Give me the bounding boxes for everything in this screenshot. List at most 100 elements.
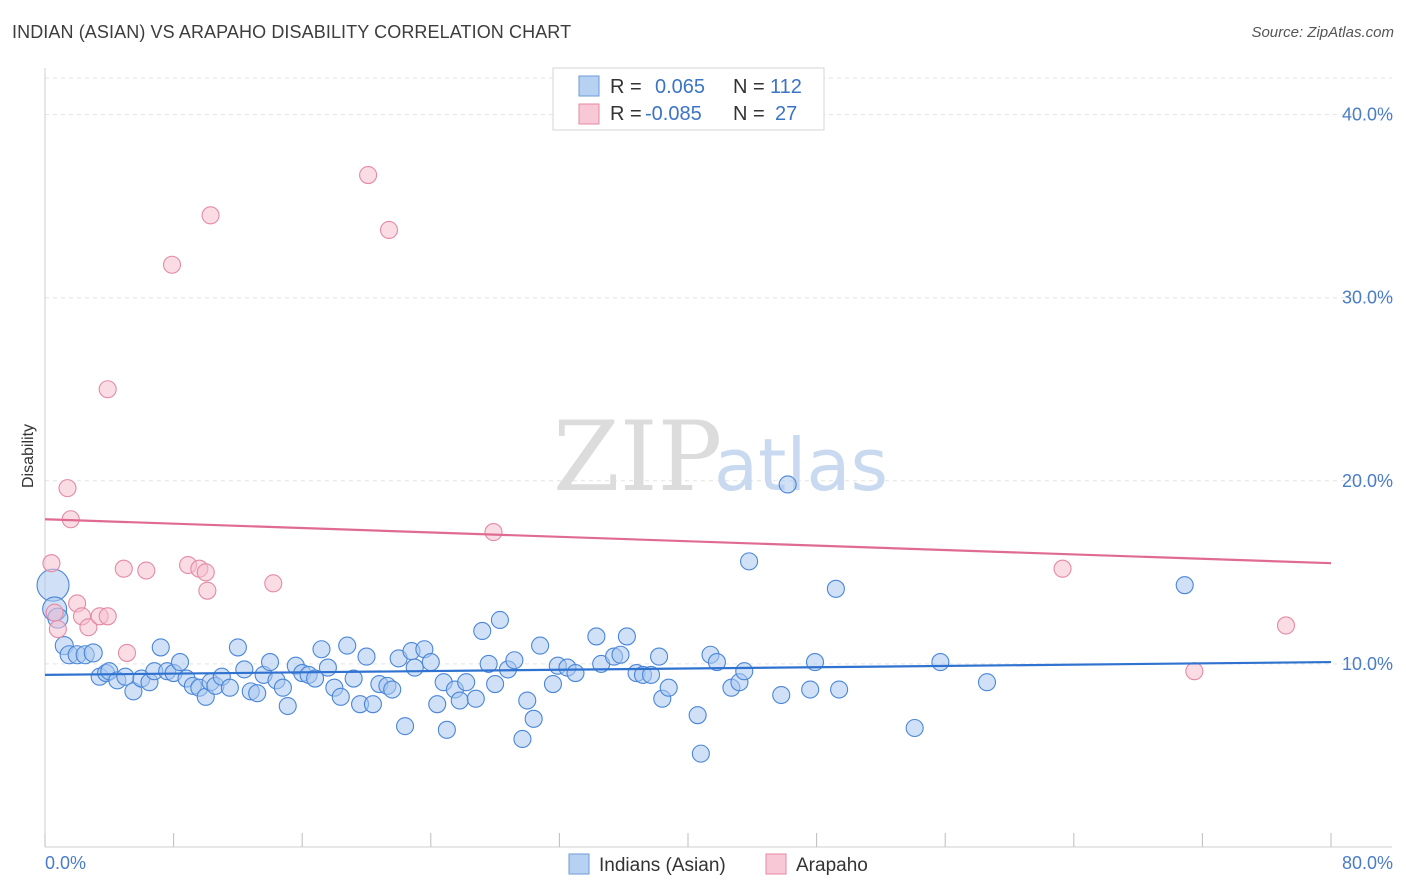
indians-point xyxy=(457,673,476,692)
arapaho-point xyxy=(98,380,117,399)
indians-point xyxy=(691,744,710,763)
indians-point xyxy=(505,651,524,670)
series-arapaho-points xyxy=(42,165,1296,681)
indians-point xyxy=(170,653,190,672)
arapaho-point xyxy=(359,165,378,185)
arapaho-trend-line xyxy=(44,518,1332,565)
legend-r-label-2: R = xyxy=(610,103,642,125)
arapaho-point xyxy=(117,643,137,662)
indians-point xyxy=(688,706,707,725)
indians-point xyxy=(220,678,239,697)
arapaho-point xyxy=(58,479,77,498)
indians-point xyxy=(473,621,492,640)
trend-lines xyxy=(44,518,1332,676)
y-axis-label: Disability xyxy=(20,424,37,488)
indians-point xyxy=(735,662,754,681)
data-points xyxy=(36,165,1296,763)
indians-point xyxy=(772,685,791,705)
indians-point xyxy=(1175,576,1194,595)
series-label-arapaho: Arapaho xyxy=(796,855,868,876)
indians-point xyxy=(524,709,543,728)
arapaho-point xyxy=(1053,559,1072,578)
indians-point xyxy=(396,717,415,736)
indians-point xyxy=(826,579,845,598)
indians-point xyxy=(260,653,280,672)
arapaho-point xyxy=(201,206,220,225)
arapaho-point xyxy=(379,220,399,240)
indians-point xyxy=(405,658,424,677)
indians-point xyxy=(707,653,726,672)
y-tick-label: 30.0% xyxy=(1342,288,1393,308)
indians-point xyxy=(83,643,103,663)
indians-point xyxy=(278,696,297,716)
indians-point xyxy=(235,660,254,679)
source-label: Source: ZipAtlas.com xyxy=(1251,24,1394,41)
indians-point xyxy=(587,627,606,646)
indians-point xyxy=(428,695,447,714)
indians-point xyxy=(659,678,678,697)
indians-point xyxy=(531,636,550,655)
legend-swatch-arapaho xyxy=(578,103,600,125)
indians-trend-line xyxy=(44,660,1332,676)
y-axis-tick-labels: 10.0% 20.0% 30.0% 40.0% xyxy=(1342,105,1393,674)
indians-point xyxy=(830,680,849,699)
arapaho-point xyxy=(45,603,64,622)
series-swatch-indians xyxy=(568,853,590,875)
arapaho-point xyxy=(198,581,217,600)
arapaho-point xyxy=(42,554,61,573)
arapaho-point xyxy=(484,523,503,542)
indians-point xyxy=(566,664,585,683)
indians-point xyxy=(318,658,337,677)
indians-point xyxy=(228,638,247,657)
chart-title: INDIAN (ASIAN) VS ARAPAHO DISABILITY COR… xyxy=(12,22,572,42)
indians-point xyxy=(466,689,485,708)
indians-point xyxy=(977,673,997,692)
watermark: ZIP atlas xyxy=(553,401,888,513)
indians-point xyxy=(490,610,509,630)
arapaho-point xyxy=(196,563,215,582)
indians-point xyxy=(740,552,759,571)
indians-point xyxy=(124,682,143,701)
arapaho-point xyxy=(264,574,283,593)
legend-r-value-1: 0.065 xyxy=(655,76,705,98)
arapaho-point xyxy=(98,607,117,626)
indians-point xyxy=(611,645,630,664)
indians-point xyxy=(344,669,363,688)
indians-point xyxy=(36,568,70,602)
indians-point xyxy=(273,678,292,697)
arapaho-point xyxy=(1276,616,1296,635)
indians-point xyxy=(513,729,532,749)
series-swatch-arapaho xyxy=(765,853,787,875)
y-tick-label: 20.0% xyxy=(1342,471,1393,491)
arapaho-point xyxy=(137,561,156,580)
indians-point xyxy=(641,665,661,684)
x-tick-label-min: 0.0% xyxy=(45,853,86,873)
legend-r-value-2: -0.085 xyxy=(645,103,702,125)
indians-point xyxy=(357,647,376,666)
axes xyxy=(44,68,1392,848)
legend-r-label-1: R = xyxy=(610,76,642,98)
grid-lines xyxy=(45,77,1392,665)
indians-point xyxy=(363,695,382,714)
arapaho-point xyxy=(162,255,182,274)
legend-n-value-1: 112 xyxy=(770,76,802,98)
x-axis-tick-labels: 0.0% 80.0% xyxy=(45,853,1393,873)
indians-point xyxy=(617,627,636,646)
series-indians-points xyxy=(36,475,1194,763)
indians-point xyxy=(801,680,820,699)
indians-point xyxy=(151,638,170,657)
series-legend: Indians (Asian) Arapaho xyxy=(568,853,868,876)
indians-point xyxy=(331,687,350,706)
watermark-atlas: atlas xyxy=(714,423,888,507)
indians-point xyxy=(306,669,325,688)
indians-point xyxy=(312,640,331,659)
legend-n-label-1: N = xyxy=(733,76,765,98)
indians-point xyxy=(383,680,402,699)
indians-point xyxy=(450,691,469,710)
indians-point xyxy=(778,475,797,494)
legend-swatch-indians xyxy=(578,75,600,97)
indians-point xyxy=(486,674,505,694)
indians-point xyxy=(248,684,267,703)
indians-point xyxy=(518,691,537,710)
